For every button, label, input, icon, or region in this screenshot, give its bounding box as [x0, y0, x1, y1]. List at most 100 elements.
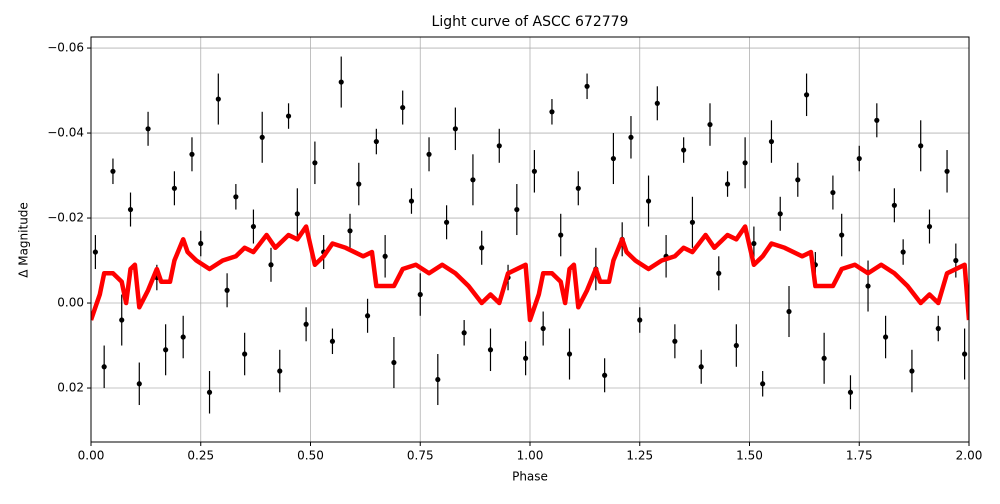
y-tick-label: 0.00 [57, 296, 84, 310]
data-point [602, 372, 608, 378]
x-tick-label: 1.50 [736, 449, 763, 463]
data-point [303, 321, 309, 327]
data-point [391, 359, 397, 366]
data-point [171, 185, 178, 191]
data-point [681, 147, 687, 153]
data-point [382, 253, 388, 259]
data-point [233, 194, 239, 200]
data-point [953, 257, 959, 264]
data-point [250, 223, 257, 230]
data-point [356, 181, 362, 187]
data-point [610, 155, 617, 162]
data-point [206, 389, 213, 395]
data-point [189, 151, 195, 157]
data-point [733, 342, 739, 349]
data-point [751, 240, 757, 247]
data-point [294, 211, 300, 217]
data-point [461, 330, 467, 336]
data-point [645, 198, 652, 204]
data-point [909, 368, 915, 374]
data-point [566, 351, 573, 357]
data-point [285, 113, 292, 119]
data-point [408, 198, 415, 204]
data-point [110, 168, 116, 174]
data-point [558, 232, 564, 238]
data-point [891, 202, 897, 208]
data-point [215, 96, 221, 102]
data-point [224, 287, 230, 293]
data-point [918, 143, 924, 149]
data-point [426, 151, 432, 157]
data-point [373, 138, 379, 145]
y-tick-label: −0.02 [47, 211, 84, 225]
data-point [698, 364, 704, 370]
data-point [242, 351, 248, 357]
data-point [628, 134, 634, 140]
data-point [268, 262, 274, 268]
data-point [839, 232, 845, 238]
x-tick-label: 0.50 [297, 449, 324, 463]
y-tick-label: 0.02 [57, 381, 84, 395]
data-point [935, 325, 941, 332]
data-point [672, 338, 678, 344]
data-point [584, 83, 590, 89]
data-point [329, 338, 336, 344]
grid [90, 37, 970, 442]
data-point [637, 317, 643, 323]
data-point [900, 249, 906, 255]
data-point [882, 334, 889, 340]
data-point [479, 245, 485, 251]
data-point [962, 351, 968, 357]
data-point [514, 206, 520, 213]
chart-title: Light curve of ASCC 672779 [432, 14, 629, 30]
data-point [540, 325, 546, 332]
data-point [127, 206, 134, 213]
data-point [777, 211, 783, 217]
data-point [795, 177, 801, 183]
data-point [768, 138, 775, 145]
data-point [786, 308, 792, 315]
data-point [180, 334, 186, 340]
data-point [654, 100, 660, 106]
data-point [724, 181, 731, 187]
data-point [470, 177, 476, 183]
data-point [803, 92, 810, 98]
data-point [707, 121, 713, 128]
x-tick-label: 0.00 [78, 449, 105, 463]
data-point [417, 291, 423, 298]
ticks: 0.00 0.25 0.50 0.75 1.00 1.25 1.50 1.75 2.00 −0.0… [47, 41, 982, 463]
data-point [101, 364, 107, 370]
x-tick-label: 0.75 [407, 449, 434, 463]
data-point [575, 185, 581, 191]
y-axis-label: Δ Magnitude [17, 202, 31, 278]
data-point [259, 134, 265, 140]
data-point [865, 283, 871, 289]
data-point [145, 126, 151, 132]
data-point [136, 381, 142, 387]
data-point [830, 189, 836, 196]
data-point [452, 126, 458, 132]
data-point [944, 168, 950, 174]
data-point [926, 223, 933, 230]
data-point [435, 376, 441, 383]
data-point [364, 313, 371, 319]
x-tick-label: 1.25 [626, 449, 653, 463]
data-point [400, 104, 406, 111]
data-point [523, 355, 529, 361]
y-tick-label: −0.04 [47, 126, 84, 140]
data-point [689, 219, 696, 225]
x-tick-label: 2.00 [956, 449, 983, 463]
data-point [92, 249, 98, 255]
data-point [312, 160, 318, 166]
x-tick-label: 0.25 [187, 449, 214, 463]
data-point [874, 117, 880, 123]
plot-area [91, 56, 969, 414]
data-point [716, 270, 722, 276]
data-point [531, 168, 537, 174]
data-point [198, 240, 204, 247]
data-point [760, 381, 766, 387]
data-point [549, 109, 555, 115]
mean-curve [91, 224, 969, 323]
data-point [119, 317, 125, 323]
